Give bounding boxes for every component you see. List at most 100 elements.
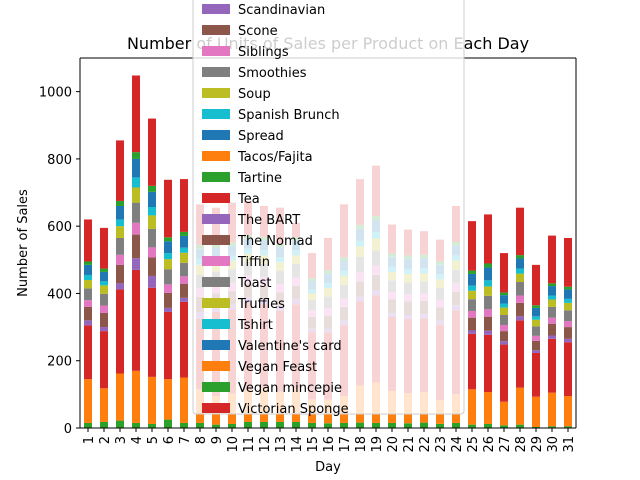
bar-segment: [148, 257, 156, 276]
bar-segment: [164, 284, 172, 293]
legend-swatch: [202, 151, 230, 161]
legend-label: Siblings: [238, 45, 289, 60]
legend-label: Tartine: [237, 171, 282, 186]
legend: Scandinavian Scone Siblings Smoothies Soup Sp…: [192, 0, 465, 417]
bar-segment: [116, 264, 124, 284]
x-tick-label: 21: [402, 436, 417, 453]
bar-segment: [372, 422, 380, 428]
bar-segment: [164, 179, 172, 238]
x-tick-label: 7: [178, 436, 193, 444]
bar-segment: [468, 270, 476, 274]
bar-segment: [100, 285, 108, 294]
bar-segment: [404, 423, 412, 428]
legend-swatch: [202, 235, 230, 245]
x-tick-label: 9: [210, 436, 225, 444]
bar-segment: [228, 423, 236, 428]
legend-swatch: [202, 340, 230, 350]
bar-segment: [180, 247, 188, 253]
bar-segment: [500, 325, 508, 332]
x-tick-label: 2: [98, 436, 113, 444]
bar-segment: [132, 187, 140, 203]
bar-segment: [484, 423, 492, 428]
bar-segment: [548, 323, 556, 336]
bar-segment: [500, 253, 508, 293]
bar-segment: [148, 287, 156, 377]
bar-segment: [548, 235, 556, 284]
bar-segment: [180, 377, 188, 423]
legend-label: Valentine's card: [238, 339, 342, 354]
bar-segment: [180, 235, 188, 248]
bar-segment: [548, 338, 556, 393]
bar-segment: [516, 424, 524, 428]
legend-box: [192, 0, 465, 415]
legend-swatch: [202, 67, 230, 77]
bar-segment: [420, 422, 428, 428]
bar-segment: [468, 389, 476, 425]
bar-segment: [452, 422, 460, 428]
bar-segment: [484, 334, 492, 393]
legend-label: Tshirt: [237, 318, 273, 333]
x-tick-label: 19: [370, 436, 385, 453]
bar-segment: [260, 421, 268, 428]
bar-segment: [180, 297, 188, 302]
bar-segment: [148, 215, 156, 229]
bar-segment: [164, 292, 172, 308]
bar-segment: [564, 321, 572, 328]
bar-segment: [484, 309, 492, 317]
bar-segment: [116, 254, 124, 265]
bar-segment: [548, 299, 556, 307]
bar-segment: [516, 320, 524, 388]
bar-segment: [532, 352, 540, 397]
bar-segment: [484, 214, 492, 264]
bar-segment: [548, 295, 556, 300]
bar-segment: [84, 274, 92, 280]
bar-segment: [116, 283, 124, 290]
bar-segment: [84, 379, 92, 423]
bar-segment: [468, 310, 476, 318]
y-tick-label: 600: [47, 220, 72, 235]
bar-segment: [164, 253, 172, 260]
legend-swatch: [202, 25, 230, 35]
bar-segment: [548, 317, 556, 324]
legend-label: Smoothies: [238, 66, 307, 81]
bar-segment: [180, 301, 188, 378]
bar-segment: [84, 306, 92, 321]
bar-segment: [564, 310, 572, 322]
x-tick-label: 16: [322, 436, 337, 453]
legend-swatch: [202, 382, 230, 392]
x-tick-label: 24: [450, 436, 465, 453]
x-tick-label: 15: [306, 436, 321, 453]
bar-segment: [164, 379, 172, 420]
bar-segment: [484, 263, 492, 268]
legend-label: Victorian Sponge: [238, 402, 349, 417]
bar-segment: [564, 327, 572, 339]
bar-segment: [468, 273, 476, 286]
bar-segment: [180, 283, 188, 298]
bar-segment: [132, 269, 140, 371]
bar-segment: [516, 255, 524, 259]
bar-segment: [532, 316, 540, 320]
bar-segment: [84, 325, 92, 380]
x-tick-label: 3: [114, 436, 129, 444]
bar-segment: [532, 396, 540, 427]
bar-segment: [84, 261, 92, 265]
bar-segment: [532, 305, 540, 308]
bar-segment: [164, 269, 172, 285]
bar-segment: [148, 207, 156, 216]
bar-segment: [532, 426, 540, 428]
bar-segment: [532, 319, 540, 327]
x-tick-label: 25: [466, 436, 481, 453]
x-tick-label: 30: [546, 436, 561, 453]
bar-segment: [116, 373, 124, 421]
bar-segment: [484, 330, 492, 335]
bar-segment: [116, 140, 124, 201]
y-ticks: 0 200 400 600 800 1000: [39, 86, 80, 437]
bar-segment: [180, 262, 188, 277]
y-axis-title: Number of Sales: [16, 189, 31, 297]
bar-segment: [132, 202, 140, 223]
x-tick-label: 12: [258, 436, 273, 453]
legend-label: Tea: [237, 192, 260, 207]
legend-label: Vegan mincepie: [238, 381, 342, 396]
bar-segment: [148, 423, 156, 428]
bar-segment: [100, 293, 108, 306]
